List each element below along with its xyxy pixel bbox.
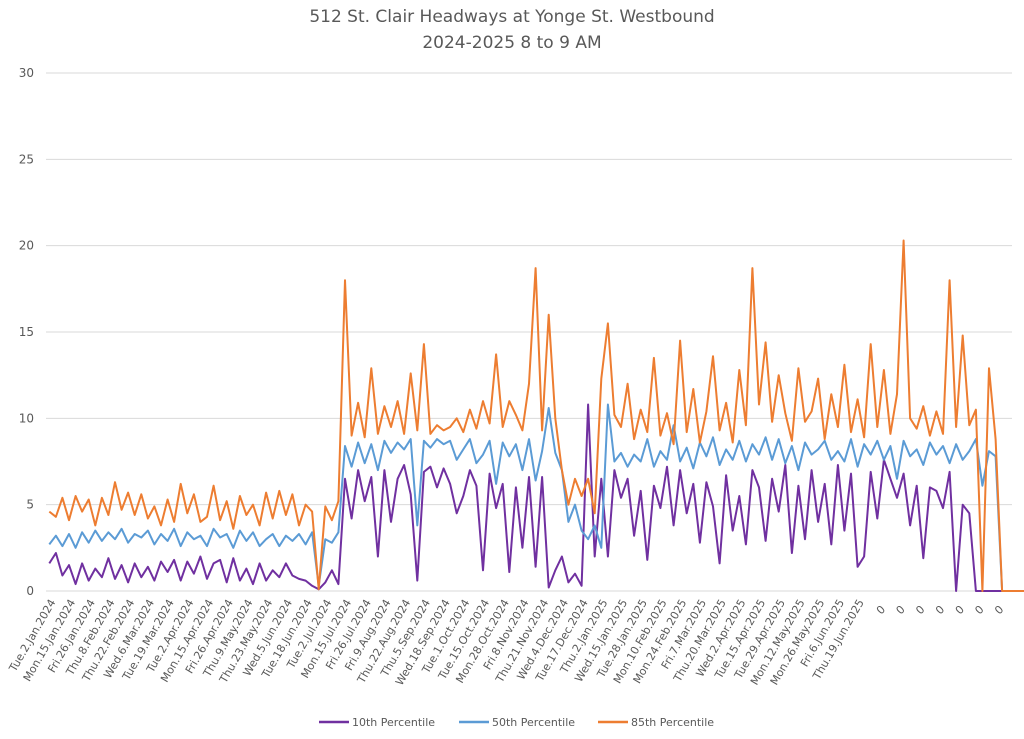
y-tick-label: 5 (26, 498, 34, 512)
x-tick-label: 0 (992, 603, 1006, 617)
x-tick-label: 0 (933, 603, 947, 617)
y-tick-label: 25 (19, 152, 34, 166)
y-tick-label: 0 (26, 584, 34, 598)
line-10th-percentile (48, 403, 1024, 592)
legend: 10th Percentile 50th Percentile 85th Per… (319, 716, 714, 729)
x-tick-label: 0 (874, 603, 888, 617)
x-tick-label: 0 (972, 603, 986, 617)
x-tick-label: 0 (894, 603, 908, 617)
series-lines (48, 239, 1024, 592)
legend-label-85th: 85th Percentile (631, 716, 714, 729)
y-axis-ticks: 0 5 10 15 20 25 30 (19, 66, 34, 598)
y-tick-label: 20 (19, 239, 34, 253)
legend-label-50th: 50th Percentile (492, 716, 575, 729)
x-tick-label: 0 (953, 603, 967, 617)
chart-subtitle: 2024-2025 8 to 9 AM (422, 33, 601, 53)
line-85th-percentile (48, 239, 1024, 592)
legend-label-10th: 10th Percentile (352, 716, 435, 729)
y-tick-label: 10 (19, 411, 34, 425)
x-axis-ticks: Tue.2.Jan.2024Mon.15.Jan.2024Fri.26.Jan.… (6, 597, 1006, 688)
y-tick-label: 15 (19, 325, 34, 339)
y-tick-label: 30 (19, 66, 34, 80)
x-tick-label: 0 (913, 603, 927, 617)
gridlines (46, 72, 1012, 592)
chart-title: 512 St. Clair Headways at Yonge St. West… (309, 7, 714, 27)
line-50th-percentile (48, 403, 1024, 592)
